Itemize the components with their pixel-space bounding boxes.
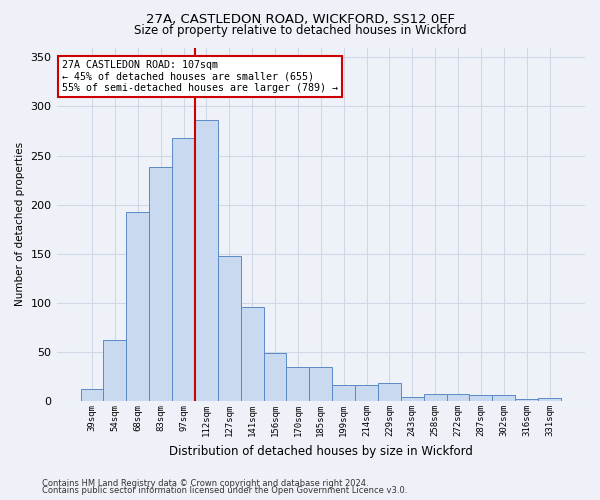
Bar — [218, 256, 241, 401]
Bar — [195, 120, 218, 401]
Bar — [538, 398, 561, 401]
Y-axis label: Number of detached properties: Number of detached properties — [15, 142, 25, 306]
Bar — [378, 384, 401, 401]
Bar — [446, 394, 469, 401]
Bar — [493, 395, 515, 401]
Bar — [80, 390, 103, 401]
Bar — [103, 340, 127, 401]
X-axis label: Distribution of detached houses by size in Wickford: Distribution of detached houses by size … — [169, 444, 473, 458]
Bar — [127, 212, 149, 401]
Bar — [310, 367, 332, 401]
Bar — [424, 394, 446, 401]
Text: Contains public sector information licensed under the Open Government Licence v3: Contains public sector information licen… — [42, 486, 407, 495]
Bar — [332, 386, 355, 401]
Text: Size of property relative to detached houses in Wickford: Size of property relative to detached ho… — [134, 24, 466, 37]
Text: 27A, CASTLEDON ROAD, WICKFORD, SS12 0EF: 27A, CASTLEDON ROAD, WICKFORD, SS12 0EF — [146, 12, 455, 26]
Bar — [286, 367, 310, 401]
Bar — [355, 386, 378, 401]
Bar — [149, 168, 172, 401]
Bar — [401, 397, 424, 401]
Text: 27A CASTLEDON ROAD: 107sqm
← 45% of detached houses are smaller (655)
55% of sem: 27A CASTLEDON ROAD: 107sqm ← 45% of deta… — [62, 60, 338, 93]
Text: Contains HM Land Registry data © Crown copyright and database right 2024.: Contains HM Land Registry data © Crown c… — [42, 478, 368, 488]
Bar — [241, 307, 263, 401]
Bar — [263, 353, 286, 401]
Bar — [172, 138, 195, 401]
Bar — [515, 399, 538, 401]
Bar — [469, 395, 493, 401]
